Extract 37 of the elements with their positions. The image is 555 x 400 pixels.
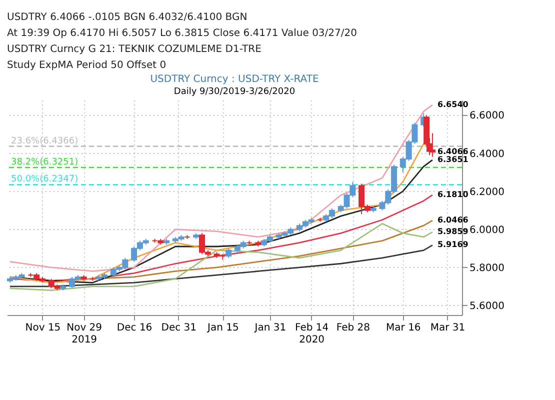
x-tick-label: Jan 15 <box>206 322 239 334</box>
x-tick-label: Feb 14 2020 <box>295 322 329 346</box>
text: USDTRY 6.4066 -.0105 BGN 6.4032/6.4100 BGN <box>7 12 248 23</box>
line-series <box>9 104 434 272</box>
x-tick-label: Nov 29 2019 <box>66 322 102 346</box>
annotation: 5.9859 <box>437 227 469 236</box>
chart-subtitle: Daily 9/30/2019-3/26/2020 <box>174 87 296 97</box>
x-tick-label: Feb 28 <box>336 322 370 334</box>
x-tick-label: Nov 15 <box>25 322 61 334</box>
line-series <box>9 222 434 291</box>
candlestick <box>226 248 232 258</box>
y-tick-label: 6.6000 <box>470 110 504 122</box>
y-tick-label: 6.4000 <box>470 148 504 160</box>
annotation: 6.6540 <box>437 100 469 109</box>
text: USDTRY Curncy G 21: TEKNIK COZUMLEME D1-TRE <box>7 44 262 55</box>
ref-line-label: 50.0%(6.2347) <box>11 174 78 185</box>
y-tick-label: 5.8000 <box>470 262 504 274</box>
y-tick-label: 5.6000 <box>470 300 504 312</box>
annotation: 6.3651 <box>437 154 469 164</box>
annotation: 6.1810 <box>437 190 469 199</box>
line-series <box>9 194 434 282</box>
text: At 19:39 Op 6.4170 Hi 6.5057 Lo 6.3815 Close 6.4171 Value 03/27/20 <box>7 28 357 39</box>
annotation: 6.0466 <box>437 216 469 225</box>
line-series <box>9 244 434 288</box>
text: Study ExpMA Period 50 Offset 0 <box>7 60 166 71</box>
x-tick-label: Mar 31 <box>430 322 466 334</box>
x-tick-label: Jan 31 <box>254 322 286 334</box>
x-tick-label: Dec 31 <box>161 322 196 334</box>
x-tick-label: Dec 16 <box>116 322 152 334</box>
y-tick-label: 6.2000 <box>470 186 504 198</box>
annotation: 6.4066 <box>437 147 469 156</box>
ref-line-label: 23.6%(6.4366) <box>11 136 78 146</box>
y-tick-label: 6.0000 <box>470 224 504 236</box>
annotation: 5.9169 <box>437 240 469 250</box>
x-tick-label: Mar 16 <box>386 322 421 334</box>
ref-line-label: 38.2%(6.3251) <box>11 158 78 168</box>
chart-title: USDTRY Curncy : USD-TRY X-RATE <box>150 74 319 85</box>
